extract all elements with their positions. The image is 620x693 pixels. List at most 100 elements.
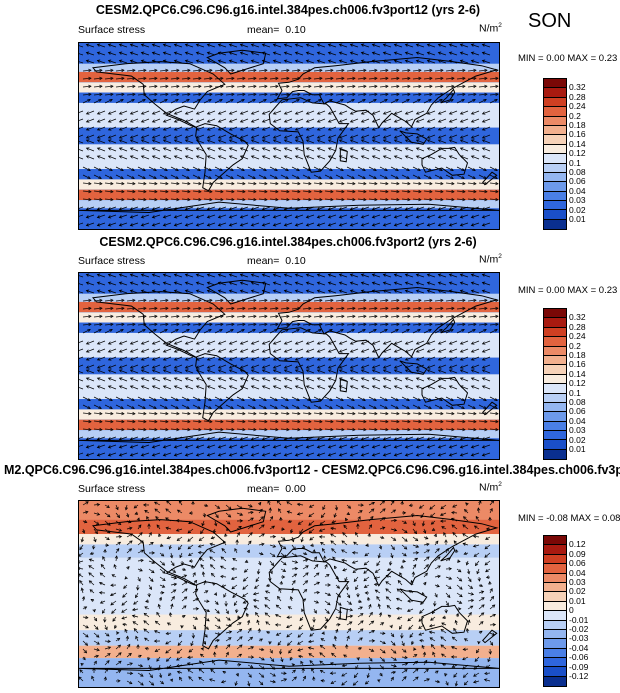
wind-arrow bbox=[364, 552, 370, 557]
wind-arrowhead bbox=[272, 377, 277, 381]
wind-arrow bbox=[412, 85, 422, 88]
wind-arrow bbox=[229, 340, 238, 345]
wind-arrowhead bbox=[107, 281, 112, 285]
wind-arrowhead bbox=[107, 119, 112, 123]
wind-arrow bbox=[247, 315, 257, 318]
panel-1-band-5 bbox=[79, 102, 499, 128]
wind-arrow bbox=[262, 139, 271, 144]
wind-arrowhead bbox=[316, 215, 321, 219]
wind-arrowhead bbox=[373, 328, 377, 333]
wind-arrow bbox=[445, 99, 454, 104]
wind-arrowhead bbox=[494, 167, 498, 172]
wind-arrow bbox=[482, 348, 491, 353]
wind-arrow bbox=[482, 134, 491, 139]
wind-arrow bbox=[478, 315, 488, 318]
wind-arrowhead bbox=[484, 68, 488, 73]
panel-2-minmax: MIN = 0.00 MAX = 0.23 bbox=[518, 285, 618, 296]
wind-arrow bbox=[489, 501, 494, 506]
wind-arrowhead bbox=[99, 419, 103, 424]
wind-arrow bbox=[390, 396, 399, 401]
wind-arrow bbox=[434, 93, 444, 96]
wind-arrow bbox=[207, 436, 216, 440]
wind-arrow bbox=[104, 632, 110, 637]
wind-arrow bbox=[218, 139, 227, 144]
wind-arrow bbox=[375, 589, 381, 594]
wind-arrow bbox=[412, 69, 422, 72]
wind-arrow bbox=[126, 307, 136, 310]
wind-arrowhead bbox=[206, 59, 211, 63]
wind-arrow bbox=[79, 560, 84, 563]
wind-arrow bbox=[192, 428, 202, 431]
wind-arrow bbox=[286, 501, 293, 506]
wind-arrowhead bbox=[415, 119, 420, 123]
wind-arrowhead bbox=[187, 76, 191, 81]
wind-arrowhead bbox=[341, 298, 345, 303]
wind-arrow bbox=[148, 568, 155, 573]
wind-arrow bbox=[324, 428, 334, 431]
wind-arrowhead bbox=[393, 341, 398, 345]
wind-arrow bbox=[192, 307, 202, 310]
wind-arrow bbox=[328, 356, 337, 361]
colorbar-swatch bbox=[544, 135, 566, 145]
wind-arrow bbox=[317, 110, 326, 115]
wind-arrowhead bbox=[316, 281, 321, 285]
wind-arrowhead bbox=[294, 281, 299, 285]
wind-arrowhead bbox=[151, 127, 156, 131]
wind-arrow bbox=[242, 592, 249, 597]
wind-arrow bbox=[430, 616, 436, 621]
wind-arrow bbox=[251, 444, 260, 448]
wind-arrowhead bbox=[230, 167, 234, 172]
wind-arrow bbox=[280, 182, 290, 185]
wind-arrow bbox=[203, 93, 213, 96]
wind-arrow bbox=[423, 412, 433, 415]
wind-arrow bbox=[198, 544, 205, 548]
wind-arrow bbox=[97, 364, 106, 369]
wind-arrowhead bbox=[96, 51, 101, 55]
wind-arrow bbox=[489, 182, 499, 185]
wind-arrow bbox=[284, 110, 293, 115]
wind-arrow bbox=[86, 139, 95, 144]
wind-arrow bbox=[361, 118, 370, 123]
wind-arrowhead bbox=[415, 147, 420, 151]
wind-arrowhead bbox=[258, 562, 262, 566]
wind-arrowhead bbox=[371, 281, 376, 285]
wind-arrowhead bbox=[485, 569, 489, 573]
wind-arrowhead bbox=[85, 281, 90, 285]
wind-arrow bbox=[445, 323, 455, 326]
wind-arrowhead bbox=[118, 223, 123, 227]
wind-arrowhead bbox=[129, 365, 134, 369]
wind-arrowhead bbox=[162, 139, 167, 143]
wind-arrow bbox=[291, 323, 301, 326]
wind-arrowhead bbox=[492, 622, 497, 627]
wind-arrowhead bbox=[186, 328, 190, 333]
wind-arrow bbox=[328, 340, 337, 345]
wind-arrow bbox=[449, 118, 458, 123]
wind-arrowhead bbox=[462, 314, 466, 319]
wind-arrow bbox=[262, 44, 271, 48]
panel-1-band-11 bbox=[79, 200, 499, 209]
wind-arrow bbox=[234, 548, 238, 554]
wind-arrow bbox=[412, 182, 422, 185]
wind-arrowhead bbox=[453, 540, 457, 544]
wind-arrowhead bbox=[473, 419, 477, 424]
wind-arrowhead bbox=[407, 306, 411, 311]
wind-arrow bbox=[152, 452, 161, 456]
wind-arrowhead bbox=[495, 322, 499, 327]
wind-arrowhead bbox=[220, 419, 224, 424]
wind-arrowhead bbox=[338, 139, 343, 143]
wind-arrow bbox=[93, 632, 100, 638]
wind-arrow bbox=[441, 622, 447, 626]
wind-arrow bbox=[126, 323, 136, 326]
wind-arrowhead bbox=[406, 608, 411, 612]
wind-arrowhead bbox=[297, 298, 301, 303]
wind-arrowhead bbox=[252, 598, 257, 603]
wind-arrow bbox=[280, 99, 289, 104]
wind-arrowhead bbox=[468, 612, 472, 616]
wind-arrow bbox=[93, 396, 102, 401]
wind-arrow bbox=[137, 182, 147, 185]
wind-arrowhead bbox=[162, 223, 167, 227]
wind-arrowhead bbox=[418, 322, 422, 327]
wind-arrowhead bbox=[330, 427, 334, 432]
wind-arrow bbox=[438, 110, 447, 115]
wind-arrowhead bbox=[208, 328, 212, 333]
